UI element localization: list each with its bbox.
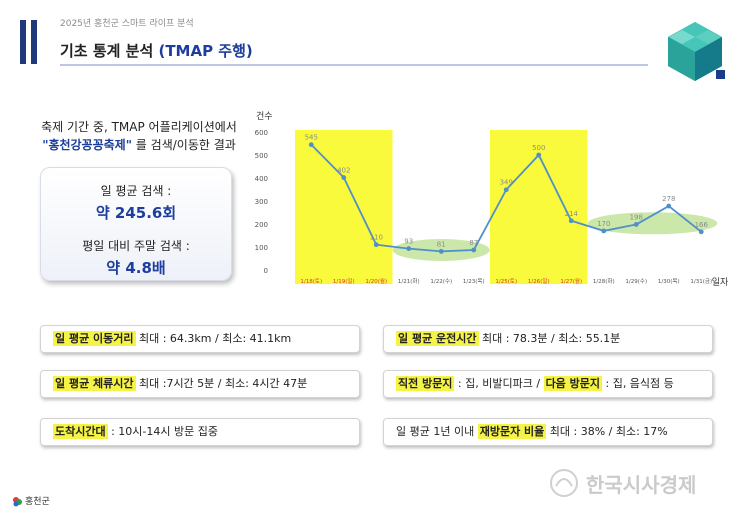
chart-data-point (406, 246, 412, 252)
chart-data-label: 81 (437, 240, 446, 248)
drive-time-label: 일 평균 운전시간 (396, 331, 479, 346)
header-accent-bars (20, 20, 40, 64)
info-box-visit-places: 직전 방문지 : 집, 비발디파크 / 다음 방문지 : 집, 음식점 등 (383, 370, 713, 398)
chart-data-point (698, 229, 704, 235)
chart-x-tick-label: 1/20(월) (365, 277, 387, 285)
distance-text: 최대 : 64.3km / 최소: 41.1km (135, 332, 292, 345)
chart-x-tick-label: 1/26(일) (528, 277, 550, 285)
stay-time-text: 최대 :7시간 5분 / 최소: 4시간 47분 (135, 377, 308, 390)
chart-data-point (373, 242, 379, 248)
chart-x-tick-label: 1/22(수) (430, 278, 452, 285)
chart-data-label: 545 (305, 134, 318, 142)
header-subtitle: 2025년 홍천군 스마트 라이프 분석 (60, 19, 194, 29)
chart-data-label: 93 (404, 238, 413, 246)
chart-y-tick-label: 200 (255, 221, 268, 229)
chart-data-point (601, 228, 607, 234)
chart-x-tick-label: 1/18(토) (300, 278, 322, 285)
chart-x-tick-label: 1/19(일) (333, 277, 355, 285)
prev-place-text: : 집, 비발디파크 / (454, 377, 544, 390)
hongcheon-emblem-icon (13, 497, 22, 507)
chart-data-point (568, 218, 574, 224)
chart-data-point (341, 175, 347, 180)
distance-label: 일 평균 이동거리 (53, 331, 136, 346)
chart-data-point (503, 187, 509, 193)
chart-x-tick-label: 1/30(목) (658, 278, 680, 285)
chart-data-point (633, 222, 639, 227)
chart-x-tick-label: 1/28(화) (593, 278, 615, 285)
info-box-drive-time: 일 평균 운전시간 최대 : 78.3분 / 최소: 55.1분 (383, 325, 713, 353)
prev-place-label: 직전 방문지 (396, 376, 455, 391)
description-line-2-rest: 를 검색/이동한 결과 (131, 138, 236, 152)
weekend-ratio-value: 약 4.8배 (106, 259, 166, 277)
hongcheon-logo-text: 홍천군 (25, 497, 50, 507)
chart-data-label: 170 (597, 220, 610, 228)
search-count-line-chart: 건수 0 100 200 300 400 500 600 545 402 110 93 81 87 349 5… (255, 111, 729, 288)
info-box-revisit-rate: 일 평균 1년 이내 재방문자 비율 최대 : 38% / 최소: 17% (383, 418, 713, 446)
chart-y-tick-label: 0 (264, 267, 268, 275)
chart-data-label: 198 (630, 213, 643, 221)
chart-data-label: 87 (469, 239, 478, 247)
revisit-prefix: 일 평균 1년 이내 (396, 425, 478, 438)
chart-data-point (471, 247, 477, 253)
daily-search-label: 일 평균 검색 : (100, 184, 172, 198)
description-line-2: "홍천강꽁꽁축제" 를 검색/이동한 결과 (20, 136, 258, 154)
watermark-text: 한국시사경제 (586, 473, 696, 497)
chart-data-label: 349 (500, 179, 513, 187)
page-title-main: 기초 통계 분석 (60, 42, 159, 60)
drive-time-text: 최대 : 78.3분 / 최소: 55.1분 (478, 332, 621, 345)
page-title-accent: (TMAP 주행) (158, 42, 253, 60)
chart-data-point (438, 248, 444, 254)
chart-data-point (666, 203, 672, 209)
weekend-ratio-label: 평일 대비 주말 검색 : (82, 239, 190, 253)
chart-y-tick-label: 600 (255, 129, 268, 137)
arrival-time-label: 도착시간대 (53, 424, 108, 439)
chart-x-tick-label: 1/27(월) (560, 277, 582, 285)
arrival-time-text: : 10시-14시 방문 집중 (107, 425, 218, 438)
chart-x-tick-label: 1/25(토) (495, 278, 517, 285)
chart-data-label: 110 (370, 234, 383, 242)
chart-y-tick-label: 100 (255, 244, 268, 252)
watermark-circle-icon (550, 469, 578, 497)
revisit-label: 재방문자 비율 (477, 424, 547, 439)
chart-data-label: 402 (337, 167, 350, 175)
hexagon-cube-logo-icon (668, 22, 725, 81)
chart-data-point (536, 152, 542, 158)
chart-data-label: 278 (662, 195, 675, 203)
chart-x-tick-label: 1/23(목) (463, 278, 485, 285)
revisit-text: 최대 : 38% / 최소: 17% (546, 425, 668, 438)
festival-name: "홍천강꽁꽁축제" (42, 138, 132, 152)
chart-x-tick-label: 1/21(화) (398, 278, 420, 285)
chart-y-tick-label: 400 (255, 175, 268, 183)
stay-time-label: 일 평균 체류시간 (53, 376, 136, 391)
hongcheon-logo: 홍천군 (12, 494, 50, 507)
chart-data-label: 500 (532, 144, 545, 152)
chart-y-axis-label: 건수 (256, 111, 273, 122)
info-box-arrival-time: 도착시간대 : 10시-14시 방문 집중 (40, 418, 360, 446)
chart-x-tick-label: 1/31(금) (690, 278, 712, 285)
analysis-description: 축제 기간 중, TMAP 어플리케이션에서 "홍천강꽁꽁축제" 를 검색/이동… (20, 118, 258, 154)
chart-y-tick-label: 500 (255, 152, 268, 160)
description-line-1: 축제 기간 중, TMAP 어플리케이션에서 (41, 120, 237, 134)
chart-data-label: 166 (695, 221, 709, 229)
next-place-text: : 집, 음식점 등 (602, 377, 674, 390)
chart-x-axis-label: 일자 (712, 277, 729, 288)
chart-highlight-band-0 (295, 130, 393, 284)
next-place-label: 다음 방문지 (543, 376, 602, 391)
chart-y-tick-label: 300 (255, 198, 268, 206)
chart-x-tick-label: 1/29(수) (625, 278, 647, 285)
header-divider (60, 64, 648, 66)
info-box-stay-time: 일 평균 체류시간 최대 :7시간 5분 / 최소: 4시간 47분 (40, 370, 360, 398)
summary-stat-box: 일 평균 검색 : 약 245.6회 평일 대비 주말 검색 : 약 4.8배 (40, 167, 232, 281)
news-watermark: 한국시사경제 (550, 469, 696, 497)
chart-data-point (308, 142, 314, 148)
daily-search-value: 약 245.6회 (95, 204, 177, 222)
chart-data-label: 214 (565, 210, 579, 218)
page-title: 기초 통계 분석 (TMAP 주행) (60, 40, 253, 61)
info-box-distance: 일 평균 이동거리 최대 : 64.3km / 최소: 41.1km (40, 325, 360, 353)
